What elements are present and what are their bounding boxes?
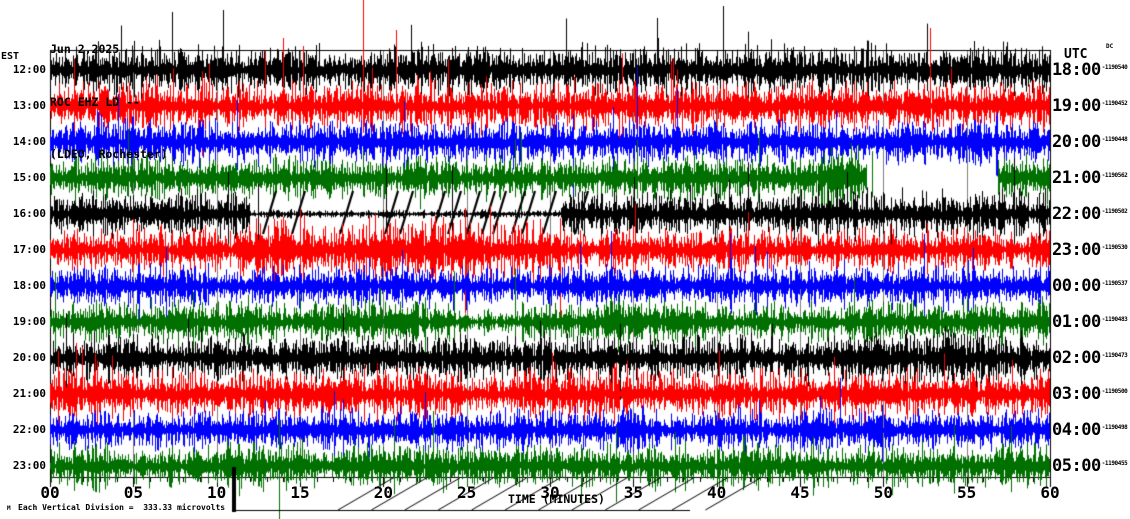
- dc-offset-value: -1190473: [1101, 352, 1128, 359]
- x-tick-label: 40: [707, 483, 727, 502]
- x-tick-label: 55: [957, 483, 977, 502]
- right-axis-label: UTC: [1064, 47, 1088, 62]
- vertical-division-note: Each Vertical Division = 333.33 microvol…: [18, 503, 226, 512]
- est-time-label: 19:00: [12, 315, 46, 328]
- x-tick-label: 05: [123, 483, 143, 502]
- utc-time-label: 19:00: [1052, 96, 1101, 116]
- est-time-label: 23:00: [12, 459, 46, 472]
- est-time-label: 17:00: [12, 243, 46, 256]
- x-tick-label: 45: [790, 483, 810, 502]
- plot-header: Jun 2,2025 ROC EHZ LD -- (LDEO, Rocheste…: [50, 4, 168, 200]
- x-tick-label: 50: [873, 483, 893, 502]
- corner-mark: M: [7, 505, 11, 512]
- est-time-label: 13:00: [12, 99, 46, 112]
- utc-time-label: 03:00: [1052, 384, 1101, 404]
- est-time-label: 18:00: [12, 279, 46, 292]
- utc-time-label: 20:00: [1052, 132, 1101, 152]
- x-tick-label: 15: [290, 483, 310, 502]
- utc-row-label: 05:00 -1190455: [1052, 456, 1128, 476]
- utc-row-label: 18:00 -1190540: [1052, 60, 1128, 80]
- est-time-label: 15:00: [12, 171, 46, 184]
- utc-time-label: 02:00: [1052, 348, 1101, 368]
- x-axis-title: TIME (MINUTES): [508, 492, 605, 506]
- dc-offset-value: -1190455: [1101, 460, 1128, 467]
- x-tick-label: 60: [1040, 483, 1060, 502]
- x-tick-label: 30: [540, 483, 560, 502]
- dc-offset-value: -1190483: [1101, 316, 1128, 323]
- x-tick-label: 35: [623, 483, 643, 502]
- dc-column-label: DC: [1106, 43, 1114, 50]
- utc-time-label: 00:00: [1052, 276, 1101, 296]
- est-time-label: 22:00: [12, 423, 46, 436]
- utc-row-label: 00:00 -1190537: [1052, 276, 1128, 296]
- utc-row-label: 04:00 -1190498: [1052, 420, 1128, 440]
- utc-time-label: 21:00: [1052, 168, 1101, 188]
- x-tick-label: 00: [40, 483, 60, 502]
- est-time-label: 20:00: [12, 351, 46, 364]
- dc-offset-value: -1190452: [1101, 100, 1128, 107]
- est-time-label: 16:00: [12, 207, 46, 220]
- utc-time-label: 18:00: [1052, 60, 1101, 80]
- header-station: ROC EHZ LD --: [50, 94, 141, 109]
- utc-time-label: 04:00: [1052, 420, 1101, 440]
- left-axis-label: EST: [1, 51, 20, 62]
- utc-row-label: 22:00 -1190502: [1052, 204, 1128, 224]
- dc-offset-value: -1190530: [1101, 244, 1128, 251]
- utc-time-label: 05:00: [1052, 456, 1101, 476]
- dc-offset-value: -1190448: [1101, 136, 1128, 143]
- dc-offset-value: -1190562: [1101, 172, 1128, 179]
- dc-offset-value: -1190500: [1101, 388, 1128, 395]
- dc-offset-value: -1190498: [1101, 424, 1128, 431]
- est-time-label: 21:00: [12, 387, 46, 400]
- utc-time-label: 01:00: [1052, 312, 1101, 332]
- header-date: Jun 2,2025: [50, 42, 120, 56]
- utc-row-label: 21:00 -1190562: [1052, 168, 1128, 188]
- est-time-label: 12:00: [12, 63, 46, 76]
- utc-time-label: 22:00: [1052, 204, 1101, 224]
- x-tick-label: 25: [457, 483, 477, 502]
- utc-row-label: 23:00 -1190530: [1052, 240, 1128, 260]
- header-location: (LDEO, Rochester): [50, 147, 168, 161]
- utc-row-label: 02:00 -1190473: [1052, 348, 1128, 368]
- utc-time-label: 23:00: [1052, 240, 1101, 260]
- x-tick-label: 20: [373, 483, 393, 502]
- utc-row-label: 19:00 -1190452: [1052, 96, 1128, 116]
- utc-row-label: 03:00 -1190500: [1052, 384, 1128, 404]
- dc-offset-value: -1190540: [1101, 64, 1128, 71]
- utc-row-label: 20:00 -1190448: [1052, 132, 1128, 152]
- dc-offset-value: -1190537: [1101, 280, 1128, 287]
- est-time-label: 14:00: [12, 135, 46, 148]
- dc-offset-value: -1190502: [1101, 208, 1128, 215]
- utc-row-label: 01:00 -1190483: [1052, 312, 1128, 332]
- x-tick-label: 10: [207, 483, 227, 502]
